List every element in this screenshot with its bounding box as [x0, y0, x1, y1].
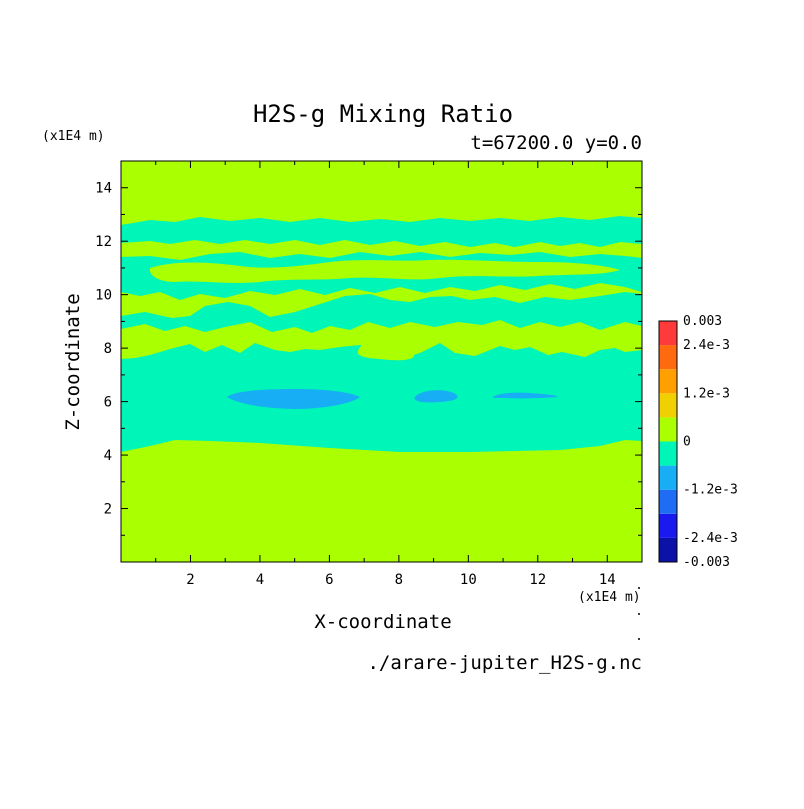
cyan-layer-12: [121, 216, 642, 247]
colorbar-segment: [659, 321, 677, 346]
x-tick-label: 8: [395, 572, 403, 588]
contour-fill: [121, 161, 642, 562]
colorbar-label: 2.4e-3: [683, 338, 730, 353]
y-tick-label: 14: [95, 181, 112, 197]
plot-frame: [120, 160, 643, 563]
x-axis: 2 4 6 8 10 12 14: [155, 161, 643, 588]
y-unit-label: (x1E4 m): [42, 129, 105, 144]
colorbar-segment: [659, 465, 677, 490]
colorbar-segment: [659, 417, 677, 442]
colorbar-label: -1.2e-3: [683, 483, 738, 498]
y-tick-label: 10: [95, 288, 112, 304]
colorbar-segment: [659, 345, 677, 370]
colorbar-frame: [658, 320, 678, 563]
x-tick-label: 14: [599, 572, 616, 588]
blue-blob-small: [492, 392, 558, 399]
source-filename: ./arare-jupiter_H2S-g.nc: [367, 652, 642, 674]
y-tick-label: 8: [104, 341, 112, 357]
y-tick-label: 2: [104, 502, 112, 518]
colorbar-label: -0.003: [683, 555, 730, 570]
blue-blob-large: [227, 389, 360, 409]
marker-dot: [638, 587, 640, 589]
colorbar-segment: [659, 369, 677, 394]
colorbar-segment: [659, 537, 677, 562]
green-island-8: [357, 341, 415, 361]
chart-subtitle: t=67200.0 y=0.0: [470, 132, 642, 154]
y-axis-title: Z-coordinate: [62, 293, 84, 430]
blue-blob-medium: [414, 390, 458, 403]
colorbar-label: 0.003: [683, 314, 722, 329]
y-tick-label: 6: [104, 395, 112, 411]
x-tick-label: 2: [186, 572, 194, 588]
y-tick-label: 12: [95, 234, 112, 250]
colorbar-label: -2.4e-3: [683, 531, 738, 546]
x-tick-label: 12: [529, 572, 546, 588]
colorbar-label: 0: [683, 435, 691, 450]
y-axis: 2 4 6 8 10 12 14: [95, 160, 642, 536]
colorbar-segment: [659, 441, 677, 466]
colorbar-segment: [659, 393, 677, 418]
colorbar-segment: [659, 513, 677, 538]
x-tick-label: 10: [460, 572, 477, 588]
marker-dot: [638, 613, 640, 615]
y-tick-label: 4: [104, 448, 112, 464]
plot-area: 2 4 6 8 10 12 14 2 4 6 8 10 12 14: [95, 160, 643, 588]
x-axis-title: X-coordinate: [314, 611, 451, 633]
marker-dot: [638, 638, 640, 640]
x-tick-label: 4: [256, 572, 264, 588]
colorbar: 0.003 2.4e-3 1.2e-3 0 -1.2e-3 -2.4e-3 -0.003: [658, 314, 738, 570]
chart-title: H2S-g Mixing Ratio: [253, 100, 513, 128]
cyan-layer-9: [121, 292, 642, 333]
x-tick-label: 6: [325, 572, 333, 588]
x-unit-label: (x1E4 m): [578, 590, 641, 605]
cyan-main-band: [121, 343, 642, 452]
colorbar-label: 1.2e-3: [683, 386, 730, 401]
colorbar-segment: [659, 489, 677, 514]
green-gap-11: [149, 259, 620, 283]
